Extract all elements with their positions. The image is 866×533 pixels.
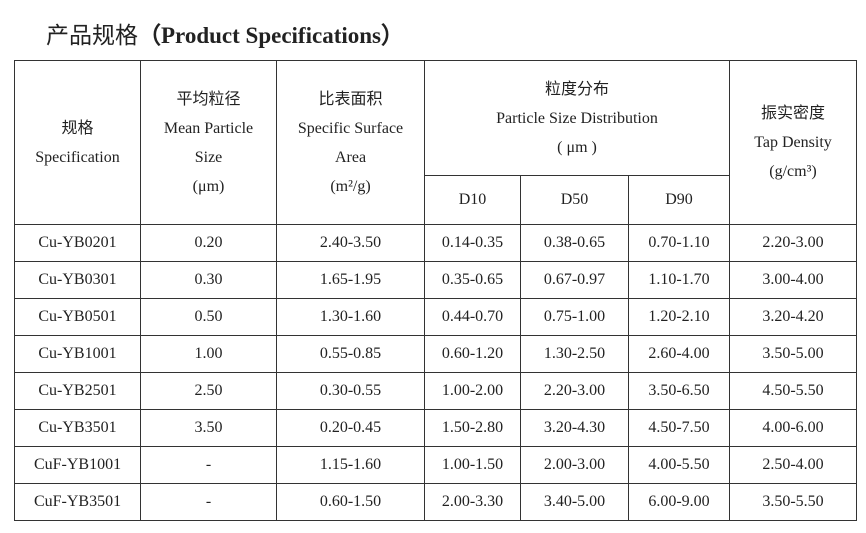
table-cell: 0.60-1.50: [276, 483, 425, 521]
table-row: Cu-YB0501 0.50 1.30-1.60 0.44-0.70 0.75-1.00…: [14, 298, 857, 336]
header-text: Mean Particle: [163, 119, 254, 137]
table-cell: 6.00-9.00: [628, 483, 730, 521]
table-cell: Cu-YB0301: [14, 261, 141, 299]
table-row: CuF-YB3501-0.60-1.50 2.00-3.30 3.40-5.00 6.…: [14, 483, 857, 521]
header-cell: 粒度分布 Particle Size Distribution ( μm ): [424, 60, 730, 176]
table-cell: 1.65-1.95: [276, 261, 425, 299]
header-text: Size: [194, 148, 223, 166]
table-cell: 0.50: [140, 298, 277, 336]
table-cell: 0.38-0.65: [520, 224, 629, 262]
table-cell: 1.15-1.60: [276, 446, 425, 484]
header-text: (g/cm³): [769, 163, 817, 180]
table-cell: 0.35-0.65: [424, 261, 521, 299]
table-cell: 3.50: [140, 409, 277, 447]
table-cell: CuF-YB1001: [14, 446, 141, 484]
header-text: 振实密度: [760, 105, 825, 122]
table-row: Cu-YB0201 0.20 2.40-3.50 0.14-0.35 0.38-0.65…: [14, 224, 857, 262]
header-text: ( μm ): [557, 138, 597, 156]
table-cell: 0.44-0.70: [424, 298, 521, 336]
table-cell: 0.30: [140, 261, 277, 299]
sub-header-cell: D10: [424, 175, 521, 225]
header-text: 平均粒径: [176, 90, 241, 108]
table-cell: 1.50-2.80: [424, 409, 521, 447]
header-sub-row: D10 D50 D90: [15, 175, 857, 225]
table-cell: 2.40-3.50: [276, 224, 425, 262]
table-cell: 2.20-3.00: [729, 224, 857, 262]
table-cell: 2.00-3.30: [424, 483, 521, 521]
table-cell: 2.20-3.00: [520, 372, 629, 410]
table-cell: 0.55-0.85: [276, 335, 425, 373]
table-cell: 0.60-1.20: [424, 335, 521, 373]
sub-header-cell: D90: [628, 175, 730, 225]
table-row: CuF-YB1001-1.15-1.60 1.00-1.50 2.00-3.00 4.…: [14, 446, 857, 484]
header-cell: 比表面积 Specific Surface Area (m²/g): [276, 60, 425, 225]
table-cell: 0.30-0.55: [276, 372, 425, 410]
header-cell: 规格 Specification: [14, 60, 141, 225]
header-text: Specification: [35, 148, 120, 166]
table-cell: 3.20-4.20: [729, 298, 857, 336]
table-cell: 0.20: [140, 224, 277, 262]
table-row: Cu-YB1001 1.00 0.55-0.85 0.60-1.20 1.30-2.50…: [14, 335, 857, 373]
table-cell: -: [140, 483, 277, 521]
header-text: (μm): [192, 177, 225, 195]
table-cell: 2.50: [140, 372, 277, 410]
header-text: (m²/g): [330, 177, 371, 195]
table-row: Cu-YB0301 0.30 1.65-1.95 0.35-0.65 0.67-0.97…: [14, 261, 857, 299]
header-text: Particle Size Distribution: [496, 109, 658, 127]
header-cell: 平均粒径 Mean Particle Size (μm): [140, 60, 277, 225]
header-text: Area: [334, 148, 367, 166]
table-cell: CuF-YB3501: [14, 483, 141, 521]
table-cell: 0.14-0.35: [424, 224, 521, 262]
table-cell: Cu-YB2501: [14, 372, 141, 410]
header-text: 粒度分布: [544, 80, 609, 98]
table-cell: 3.50-5.00: [729, 335, 857, 373]
table-cell: 1.00-2.00: [424, 372, 521, 410]
table-cell: 1.20-2.10: [628, 298, 730, 336]
header-text: 比表面积: [318, 90, 383, 108]
spec-table: 规格 Specification 平均粒径 Mean Particle Size (μm)…: [14, 60, 857, 521]
title: 产品规格（Product Specifications）: [46, 16, 404, 50]
table-cell: 4.50-7.50: [628, 409, 730, 447]
table-cell: Cu-YB0201: [14, 224, 141, 262]
title-en: （Product Specifications）: [138, 23, 404, 48]
table-cell: 1.00: [140, 335, 277, 373]
table-cell: -: [140, 446, 277, 484]
table-row: Cu-YB3501 3.50 0.20-0.45 1.50-2.80 3.20-4.30…: [14, 409, 857, 447]
table-cell: 2.50-4.00: [729, 446, 857, 484]
table-cell: 1.10-1.70: [628, 261, 730, 299]
table-cell: 3.40-5.00: [520, 483, 629, 521]
table-cell: 0.67-0.97: [520, 261, 629, 299]
table-cell: 0.70-1.10: [628, 224, 730, 262]
table-cell: 3.20-4.30: [520, 409, 629, 447]
table-cell: 4.00-6.00: [729, 409, 857, 447]
header-row: 规格 Specification 平均粒径 Mean Particle Size (μm)…: [14, 60, 857, 225]
table-cell: 2.60-4.00: [628, 335, 730, 373]
table-cell: 2.00-3.00: [520, 446, 629, 484]
header-text: 规格: [61, 119, 94, 137]
table-cell: Cu-YB0501: [14, 298, 141, 336]
table-cell: 3.00-4.00: [729, 261, 857, 299]
table-body: 规格 Specification 平均粒径 Mean Particle Size (μm)…: [14, 60, 857, 521]
table-cell: 4.50-5.50: [729, 372, 857, 410]
sub-header-cell: D50: [520, 175, 629, 225]
table-cell: Cu-YB1001: [14, 335, 141, 373]
table-cell: 1.30-2.50: [520, 335, 629, 373]
table-cell: 0.20-0.45: [276, 409, 425, 447]
table-row: Cu-YB2501 2.50 0.30-0.55 1.00-2.00 2.20-3.00…: [14, 372, 857, 410]
table-cell: 1.30-1.60: [276, 298, 425, 336]
table-cell: Cu-YB3501: [14, 409, 141, 447]
table-cell: 1.00-1.50: [424, 446, 521, 484]
header-text: Specific Surface: [297, 119, 404, 137]
table-cell: 3.50-5.50: [729, 483, 857, 521]
header-cell: 振实密度 Tap Density (g/cm³): [729, 60, 857, 225]
header-text: Tap Density: [754, 134, 832, 151]
table-cell: 4.00-5.50: [628, 446, 730, 484]
table-cell: 3.50-6.50: [628, 372, 730, 410]
title-zh: 产品规格: [46, 23, 138, 48]
table-cell: 0.75-1.00: [520, 298, 629, 336]
